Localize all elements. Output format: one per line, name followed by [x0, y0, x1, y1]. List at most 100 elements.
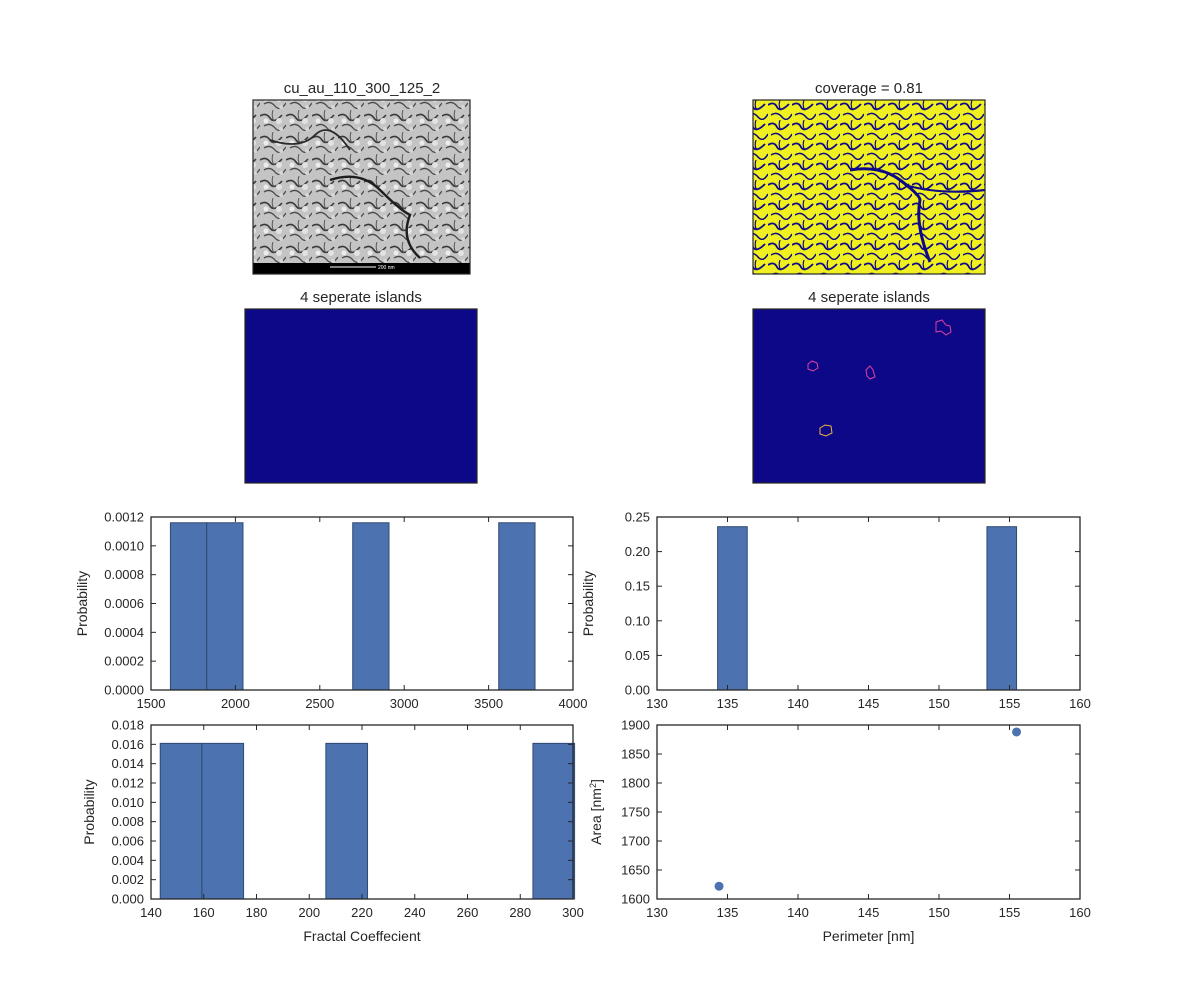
histogram-bar [159, 742, 203, 900]
histogram-bar [532, 742, 576, 900]
y-tick-label: 0.25 [625, 510, 650, 525]
y-axis-label-text: Probability [580, 571, 596, 636]
histogram-bar [498, 522, 536, 691]
y-tick-label: 0.0006 [104, 596, 144, 611]
y-tick-label: 0.006 [111, 834, 144, 849]
x-tick-label: 3500 [474, 696, 503, 711]
x-tick-label: 145 [858, 905, 880, 920]
y-tick-label: 0.014 [111, 756, 144, 771]
coverage-side-channel [904, 183, 986, 193]
y-tick-label: 0.008 [111, 814, 144, 829]
x-tick-label: 160 [193, 905, 215, 920]
x-tick-label: 135 [717, 905, 739, 920]
y-tick-label: 0.016 [111, 737, 144, 752]
x-tick-label: 150 [928, 905, 950, 920]
axes-frame [656, 724, 1081, 900]
area-vs-perimeter-scatter: 130 135 140 145 150 155 160 1600 1650 1700 1750 180… [588, 718, 1091, 945]
island-contour-4 [819, 424, 833, 437]
x-tick-label: 2000 [221, 696, 250, 711]
perimeter-histogram: 130 135 140 145 150 155 160 0.00 0.05 0.10 0.15 0.2… [580, 510, 1091, 712]
y-axis-label-text: Probability [81, 779, 97, 844]
x-tick-label: 280 [509, 905, 531, 920]
histogram-bar [717, 526, 748, 691]
x-tick-label: 240 [404, 905, 426, 920]
sem-scale-label: 200 nm [378, 265, 395, 271]
sem-image-frame [252, 99, 471, 275]
coverage-title: coverage = 0.81 [815, 80, 923, 97]
y-tick-label: 0.15 [625, 579, 650, 594]
x-tick-label: 140 [787, 905, 809, 920]
histogram-bar [325, 742, 369, 900]
y-axis-label: Probability [74, 571, 90, 636]
x-tick-label: 135 [717, 696, 739, 711]
sem-crack-2 [269, 129, 351, 151]
x-tick-label: 4000 [559, 696, 588, 711]
sem-info-bar [253, 263, 470, 274]
y-tick-label: 0.002 [111, 872, 144, 887]
x-tick-label: 140 [140, 905, 162, 920]
y-tick-label: 1700 [621, 834, 650, 849]
coverage-main-channel [849, 167, 932, 263]
y-tick-label: 0.00 [625, 683, 650, 698]
coverage-mask-panel: coverage = 0.81 [752, 80, 986, 275]
y-tick-label: 0.05 [625, 648, 650, 663]
y-tick-label: 1800 [621, 776, 650, 791]
histogram-bar [206, 522, 244, 691]
x-tick-label: 140 [787, 696, 809, 711]
islands-label-image [244, 308, 478, 484]
y-tick-label: 1900 [621, 718, 650, 733]
y-tick-label: 0.010 [111, 795, 144, 810]
y-tick-label: 0.0002 [104, 654, 144, 669]
islands-label-panel: 4 seperate islands [244, 289, 478, 484]
x-tick-label: 160 [1069, 696, 1091, 711]
y-axis-label: Area [nm2] [588, 779, 604, 845]
histogram-bar [352, 522, 390, 691]
y-tick-label: 1850 [621, 747, 650, 762]
histogram-bar [986, 526, 1018, 691]
x-tick-label: 180 [246, 905, 268, 920]
island-contour-1 [935, 319, 952, 336]
x-tick-label: 3000 [390, 696, 419, 711]
x-tick-label: 155 [999, 696, 1021, 711]
y-tick-label: 1600 [621, 892, 650, 907]
y-tick-label: 0.0010 [104, 538, 144, 553]
y-tick-label: 0.0008 [104, 567, 144, 582]
x-axis-label: Perimeter [nm] [823, 928, 915, 944]
islands-label-title: 4 seperate islands [300, 289, 422, 306]
histogram-bar [201, 742, 245, 900]
coverage-mask-frame [752, 99, 986, 275]
y-tick-label: 1750 [621, 805, 650, 820]
y-tick-label: 1650 [621, 863, 650, 878]
y-tick-label: 0.0012 [104, 510, 144, 525]
x-axis-label: Fractal Coeffecient [303, 928, 420, 944]
y-axis-label: Probability [81, 779, 97, 844]
x-tick-label: 155 [999, 905, 1021, 920]
x-tick-label: 130 [646, 696, 668, 711]
sem-main-crack [329, 175, 421, 259]
sem-image-panel: cu_au_110_300_125_2 200 nm [252, 80, 471, 275]
y-axis-label: Probability [580, 571, 596, 636]
y-axis-label-superscript: 2 [588, 783, 598, 788]
x-tick-label: 200 [298, 905, 320, 920]
x-tick-label: 2500 [305, 696, 334, 711]
y-tick-label: 0.20 [625, 544, 650, 559]
sem-image [253, 100, 470, 274]
x-tick-label: 1500 [137, 696, 166, 711]
coverage-mask-image [753, 100, 985, 274]
x-tick-label: 220 [351, 905, 373, 920]
y-tick-label: 0.004 [111, 853, 144, 868]
x-tick-label: 160 [1069, 905, 1091, 920]
x-tick-label: 260 [457, 905, 479, 920]
y-tick-label: 0.018 [111, 718, 144, 733]
islands-contour-title: 4 seperate islands [808, 289, 930, 306]
y-tick-label: 0.012 [111, 776, 144, 791]
scatter-point [1012, 727, 1022, 737]
x-tick-label: 150 [928, 696, 950, 711]
fractal-histogram: 140 160 180 200 220 240 260 280 300 0.000 0.002 0.0… [81, 718, 584, 945]
y-tick-label: 0.10 [625, 613, 650, 628]
y-tick-label: 0.0004 [104, 625, 144, 640]
x-tick-label: 130 [646, 905, 668, 920]
islands-contour-panel: 4 seperate islands [752, 289, 986, 484]
y-tick-label: 0.000 [111, 892, 144, 907]
